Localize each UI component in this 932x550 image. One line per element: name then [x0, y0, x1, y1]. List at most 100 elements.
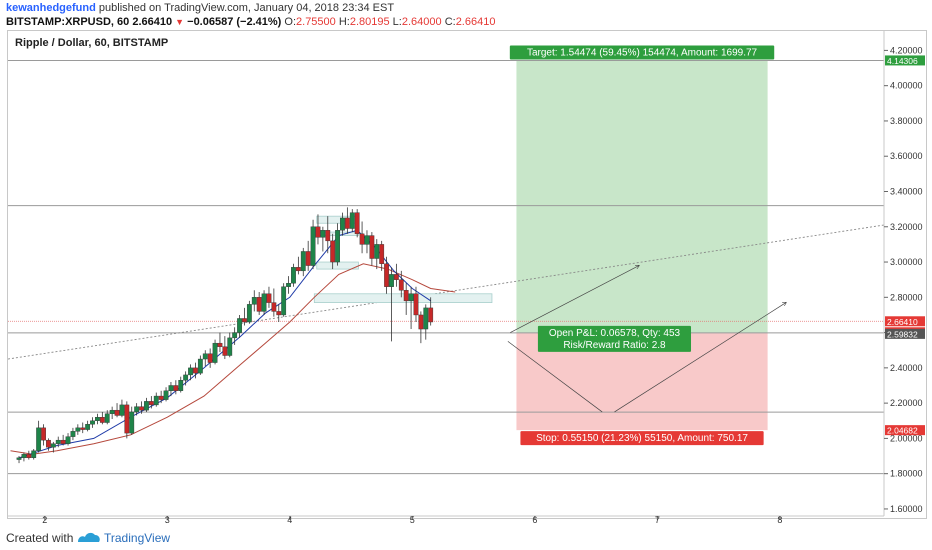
candle-up [109, 406, 115, 419]
stop-price-tag-bg [885, 425, 925, 436]
candle-body [148, 401, 154, 406]
candle-body [325, 230, 331, 242]
candle-up [70, 427, 76, 441]
candle-body [207, 353, 213, 363]
tradingview-brand[interactable]: TradingView [104, 531, 171, 545]
candle-down [276, 304, 282, 322]
candle-body [104, 413, 110, 423]
candle-body [398, 279, 404, 291]
candle-body [359, 233, 365, 245]
candle-body [178, 380, 184, 391]
y-tick-label: 2.00000 [890, 433, 923, 443]
chart-panel[interactable] [7, 30, 927, 519]
candle-body [354, 212, 360, 235]
candle-down [148, 396, 154, 409]
candle-up [286, 276, 291, 294]
candle-up [21, 452, 27, 462]
candle-body [300, 251, 306, 272]
candle-up [232, 327, 238, 345]
candle-down [222, 336, 228, 360]
candle-down [158, 390, 164, 404]
candle-down [207, 348, 213, 368]
candle-up [197, 355, 203, 375]
candle-body [222, 346, 228, 356]
y-tick-label: 1.60000 [890, 504, 923, 514]
target-zone [516, 60, 768, 333]
candle-body [295, 267, 301, 272]
stop-label-text: Stop: 0.55150 (21.23%) 55150, Amount: 75… [536, 433, 748, 444]
candle-body [99, 417, 105, 423]
candle-down [80, 422, 86, 434]
candle-down [428, 297, 434, 326]
candle-body [90, 420, 95, 425]
pnl-label-text: Open P&L: 0.06578, Qty: 453 [549, 328, 681, 339]
candle-down [379, 240, 385, 271]
candle-up [178, 376, 184, 393]
x-tick-label: 5 [410, 515, 415, 525]
open-value: 2.75500 [296, 16, 336, 28]
candle-up [50, 441, 56, 453]
candle-body [65, 436, 71, 444]
y-tick-label: 3.00000 [890, 257, 923, 267]
candle-body [153, 395, 159, 406]
candle-body [271, 302, 277, 312]
candle-down [344, 207, 350, 234]
candle-body [349, 212, 355, 229]
candle-down [398, 270, 404, 298]
candle-body [393, 274, 399, 280]
candle-up [310, 219, 316, 270]
candle-up [227, 332, 233, 358]
x-tick-label: 3 [165, 515, 170, 525]
candle-body [46, 439, 51, 448]
created-with-text: Created with [6, 531, 74, 545]
candle-body [330, 240, 336, 263]
last-price-tag: 2.66410 [887, 317, 918, 327]
y-tick-label: 3.80000 [890, 116, 923, 126]
candle-down [418, 311, 424, 344]
candle-body [139, 406, 144, 411]
candle-body [256, 297, 262, 312]
candle-up [168, 381, 174, 397]
candle-body [217, 342, 223, 347]
high-label: H: [338, 16, 350, 28]
candle-down [271, 288, 277, 317]
candle-body [232, 332, 238, 339]
publish-line: kewanhedgefund published on TradingView.… [6, 2, 394, 14]
author-link[interactable]: kewanhedgefund [6, 2, 96, 14]
candle-up [349, 209, 355, 233]
candle-body [16, 457, 22, 460]
high-value: 2.80195 [349, 16, 390, 28]
y-tick-label: 3.20000 [890, 222, 923, 232]
candle-up [55, 436, 61, 448]
candle-down [369, 232, 375, 266]
candle-body [237, 318, 242, 333]
low-value: 2.64000 [401, 16, 442, 28]
y-tick-label: 3.40000 [890, 186, 923, 196]
candle-down [193, 362, 198, 379]
candle-down [305, 240, 311, 271]
candle-up [237, 314, 242, 338]
candle-body [344, 217, 350, 229]
candle-body [31, 450, 37, 458]
fast-moving-average [18, 229, 431, 459]
scenario-arrow [614, 303, 786, 413]
candle-body [109, 409, 115, 414]
candle-body [423, 307, 429, 330]
candle-body [60, 439, 66, 444]
candle-down [403, 283, 409, 315]
candle-up [251, 290, 257, 312]
y-tick-label: 4.00000 [890, 81, 923, 91]
candle-body [266, 293, 272, 303]
candle-body [197, 358, 203, 374]
target-label-bg [509, 45, 775, 60]
candle-body [428, 307, 434, 323]
candle-body [340, 217, 345, 231]
tradingview-logo-icon[interactable] [76, 529, 102, 545]
candle-body [193, 367, 198, 374]
candle-body [144, 401, 149, 411]
candle-down [359, 221, 365, 254]
candle-body [305, 251, 311, 266]
target-label: Target: 1.54474 (59.45%) 154474, Amount:… [509, 45, 775, 60]
candle-up [335, 223, 340, 266]
